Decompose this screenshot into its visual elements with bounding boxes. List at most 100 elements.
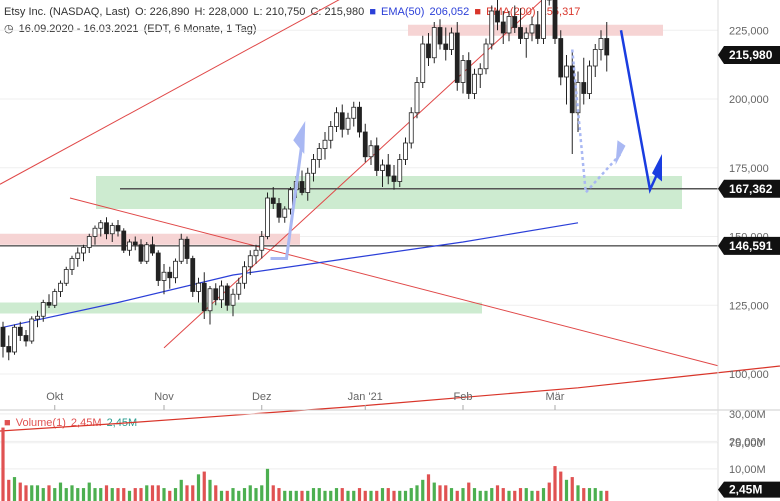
candle [351,101,357,127]
volume-bar [455,490,459,501]
volume-bar [541,488,546,501]
volume-tick-label: 20,00M [729,436,766,448]
price-tag-label: 167,362 [729,182,773,196]
volume-bar [369,490,373,501]
upper-channel-line [0,0,340,185]
volume-bar [179,479,183,501]
volume-bar [323,490,327,501]
volume-bar [490,488,494,501]
x-tick-label: Feb [454,391,473,403]
volume-bar [501,488,505,501]
price-tick-label: 100,000 [729,369,769,381]
ema50-value: 206,052 [429,6,470,18]
volume-bar [231,488,235,501]
x-tick-label: Okt [46,391,63,403]
volume-bar [559,471,563,501]
volume-bar [87,482,91,501]
volume-tick-label: 30,00M [729,409,766,421]
candle [207,286,213,325]
candle [592,44,598,77]
volume-bar [461,488,465,501]
x-tick-label: Dez [252,391,272,403]
candle [305,167,311,201]
volume-bar [260,485,264,501]
price-tag-label: 146,591 [729,239,773,253]
candle [150,236,155,256]
candle [167,266,173,289]
candle [477,63,483,88]
volume-label: Volume(1) [15,417,66,429]
volume-bar [127,490,132,501]
candle [63,266,69,286]
projection-arrowhead [652,154,662,182]
candle [328,121,334,149]
volume-bar [116,488,120,501]
price-tick-label: 75,000 [729,438,763,450]
volume-bar [317,488,321,501]
candle [46,294,52,308]
price-tick-label: 125,000 [729,300,769,312]
candle [247,250,253,275]
volume-tag-label: 2,45M [729,483,762,497]
candle [236,277,242,300]
volume-bar [593,488,597,501]
ema50-swatch: ■ [369,6,376,18]
candle [345,112,351,135]
volume-bar [363,490,367,501]
candle [472,68,477,99]
candle [132,236,138,251]
candle [535,11,541,44]
volume-bar [438,485,442,501]
candle [115,220,121,237]
low-value: L: 210,750 [253,6,306,18]
candle [403,137,408,165]
volume-bar [375,490,379,501]
volume-bar [392,490,396,501]
volume-bar [18,482,22,501]
open-value: O: 226,890 [134,6,190,18]
volume-bar [64,488,68,501]
volume-bar [530,490,534,501]
candle [374,137,380,176]
volume-bar [104,485,109,501]
volume-bar [271,485,275,501]
volume-bar [409,488,413,501]
candle [489,5,495,50]
candle [449,27,454,55]
price-tag: 215,980 [718,46,780,65]
candle [368,140,374,165]
volume-bar [415,485,419,501]
volume-bar [168,490,172,501]
candle [512,5,518,33]
candle [201,272,207,319]
candle [518,8,523,44]
alt-projection-arrow [571,49,622,196]
candle [69,255,75,275]
candle [299,170,305,196]
volume-bar [41,488,45,501]
volume-bar [536,490,540,501]
volume-bar [99,488,103,501]
volume-bar [403,490,408,501]
lower-support-zone [0,302,482,314]
volume-bar [518,488,523,501]
volume-bar [449,488,454,501]
candle [408,107,414,149]
candle [282,206,288,223]
candle [529,16,535,42]
alt-projection-arrowhead [615,140,626,165]
volume-bar [76,488,80,501]
volume-bar [12,477,17,501]
candle [40,299,46,322]
x-tick-label: Nov [154,391,174,403]
x-tick-label: Mär [546,391,565,403]
candle [552,0,558,44]
candle [598,30,604,61]
high-value: H: 228,000 [194,6,249,18]
candle [564,55,569,105]
candle [380,159,385,187]
candle [178,233,184,264]
candle [604,22,610,72]
ema200-swatch: ■ [474,6,481,18]
